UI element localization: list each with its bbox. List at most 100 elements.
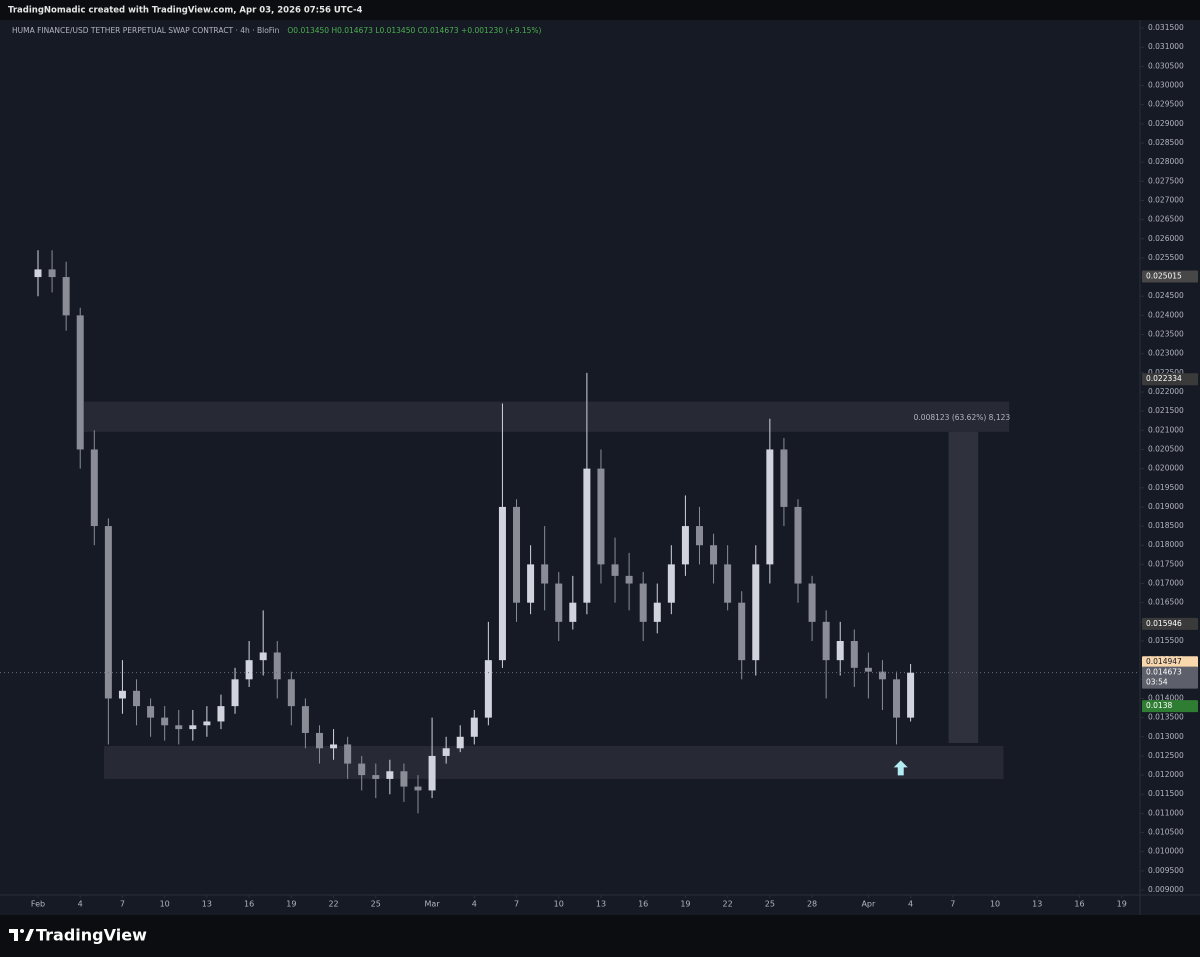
price-axis [1140,20,1200,915]
price-label-bg [1142,700,1198,713]
price-label: 0.025015 [1146,271,1182,280]
candle-body [724,564,732,603]
price-label-bg [1142,373,1198,386]
candle-body [484,660,492,718]
x-tick-label: Apr [861,900,876,909]
y-tick-label: 0.024500 [1148,291,1184,300]
x-tick-label: 10 [160,900,170,909]
y-tick-label: 0.023000 [1148,349,1184,358]
chart-title: HUMA FINANCE/USD TETHER PERPETUAL SWAP C… [12,26,280,35]
y-tick-label: 0.012500 [1148,751,1184,760]
candle-body [245,660,253,680]
candle-body [175,725,183,730]
y-tick-label: 0.009000 [1148,885,1184,894]
zone [104,745,1004,779]
candle-body [386,771,394,779]
candle-body [273,652,281,680]
candle-body [203,721,211,726]
y-tick-label: 0.028000 [1148,157,1184,166]
y-tick-label: 0.031000 [1148,42,1184,51]
y-tick-label: 0.020500 [1148,444,1184,453]
y-tick-label: 0.017000 [1148,579,1184,588]
x-tick-label: 13 [1032,900,1042,909]
candle-body [710,545,718,565]
candle-body [231,679,239,707]
price-label: 0.014673 [1146,668,1182,677]
price-label-bg [1142,270,1198,283]
y-tick-label: 0.014000 [1148,693,1184,702]
candle-body [780,449,788,507]
footer-bar [0,915,1200,957]
candle-body [893,679,901,718]
zone [84,401,1010,432]
candle-body [695,526,703,546]
x-tick-label: 25 [371,900,381,909]
y-tick-label: 0.017500 [1148,559,1184,568]
candle-body [76,315,84,450]
x-tick-label: 25 [765,900,775,909]
candle-body [583,468,591,603]
candle-body [611,564,619,576]
x-tick-label: Mar [425,900,441,909]
x-tick-label: 7 [950,900,955,909]
candle-body [541,564,549,584]
y-tick-label: 0.010500 [1148,828,1184,837]
candle-body [34,269,42,278]
candle-body [301,706,309,733]
candle-body [189,725,197,730]
y-tick-label: 0.018000 [1148,540,1184,549]
candle-body [498,506,506,661]
candle-body [794,506,802,584]
y-tick-label: 0.011500 [1148,789,1184,798]
price-label: 0.022334 [1146,374,1182,383]
x-tick-label: 16 [1074,900,1084,909]
price-label-bg [1142,617,1198,630]
y-tick-label: 0.027500 [1148,176,1184,185]
y-tick-label: 0.028500 [1148,138,1184,147]
candle-body [878,671,886,680]
candle-body [822,621,830,661]
candle-body [808,583,816,622]
x-tick-label: 16 [638,900,648,909]
x-tick-label: 19 [1117,900,1127,909]
time-axis [0,895,1140,915]
y-tick-label: 0.019500 [1148,483,1184,492]
candle-body [442,748,450,756]
y-tick-label: 0.013500 [1148,713,1184,722]
y-tick-label: 0.013000 [1148,732,1184,741]
y-tick-label: 0.029000 [1148,119,1184,128]
y-tick-label: 0.026000 [1148,234,1184,243]
x-tick-label: 19 [680,900,690,909]
candle-body [372,775,380,779]
candle-body [907,672,915,718]
x-tick-label: 4 [908,900,913,909]
price-label: 0.0138 [1146,701,1172,710]
candle-body [161,717,169,726]
y-tick-label: 0.031500 [1148,23,1184,32]
candle-body [864,667,872,672]
candle-body [48,269,56,278]
candle-body [625,575,633,584]
x-tick-label: 28 [807,900,817,909]
y-tick-label: 0.021000 [1148,425,1184,434]
y-tick-label: 0.012000 [1148,770,1184,779]
candle-body [653,602,661,622]
candle-body [118,690,126,699]
y-tick-label: 0.025500 [1148,253,1184,262]
x-tick-label: 22 [723,900,733,909]
candle-body [104,526,112,699]
x-tick-label: 16 [244,900,254,909]
candle-body [513,506,521,603]
candle-body [428,755,436,791]
price-label-bg [1142,656,1198,669]
y-tick-label: 0.024000 [1148,310,1184,319]
x-tick-label: 7 [514,900,519,909]
x-tick-label: 10 [990,900,1000,909]
y-tick-label: 0.027000 [1148,195,1184,204]
y-tick-label: 0.019000 [1148,502,1184,511]
candle-body [287,679,295,707]
price-label-bg [1142,666,1198,689]
candle-body [681,526,689,565]
candle-body [527,564,535,603]
measure-label: 0.008123 (63.62%) 8,123 [914,413,1011,422]
